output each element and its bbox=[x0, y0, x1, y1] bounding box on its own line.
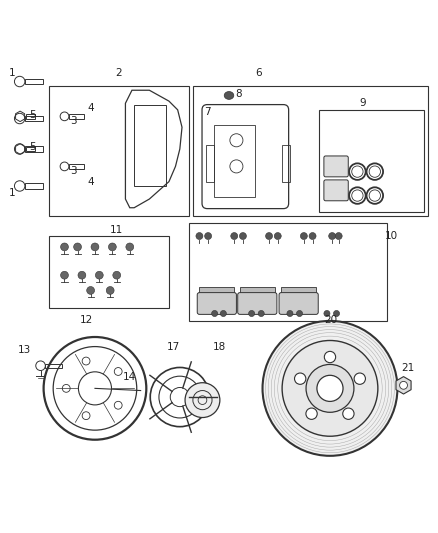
Text: 9: 9 bbox=[359, 98, 366, 108]
Bar bbox=[49, 236, 169, 308]
Circle shape bbox=[87, 287, 95, 294]
Bar bbox=[49, 86, 188, 216]
Circle shape bbox=[240, 232, 247, 239]
Bar bbox=[69, 164, 84, 168]
Text: 10: 10 bbox=[385, 231, 397, 241]
Circle shape bbox=[91, 243, 99, 251]
Circle shape bbox=[354, 373, 365, 384]
Bar bbox=[188, 223, 387, 321]
Text: 21: 21 bbox=[402, 363, 415, 373]
Circle shape bbox=[185, 383, 220, 417]
Circle shape bbox=[343, 408, 354, 419]
Circle shape bbox=[113, 271, 120, 279]
FancyBboxPatch shape bbox=[238, 293, 277, 314]
Ellipse shape bbox=[224, 92, 234, 99]
Circle shape bbox=[262, 321, 397, 456]
Bar bbox=[134, 106, 166, 186]
Text: 7: 7 bbox=[205, 107, 211, 117]
Circle shape bbox=[297, 310, 303, 317]
Circle shape bbox=[196, 232, 203, 239]
Circle shape bbox=[294, 373, 306, 384]
Text: 2: 2 bbox=[116, 68, 122, 78]
Bar bbox=[46, 364, 62, 368]
Circle shape bbox=[258, 310, 264, 317]
Circle shape bbox=[205, 232, 212, 239]
Circle shape bbox=[333, 310, 339, 317]
Text: 8: 8 bbox=[235, 88, 242, 99]
FancyBboxPatch shape bbox=[197, 293, 237, 314]
Text: 14: 14 bbox=[123, 372, 136, 382]
Circle shape bbox=[231, 232, 238, 239]
Circle shape bbox=[109, 243, 116, 251]
FancyBboxPatch shape bbox=[279, 293, 318, 314]
Bar bbox=[214, 125, 255, 197]
Circle shape bbox=[328, 232, 336, 239]
Text: 1: 1 bbox=[9, 188, 16, 198]
Circle shape bbox=[265, 232, 272, 239]
Text: 3: 3 bbox=[70, 116, 77, 126]
Bar bbox=[240, 287, 275, 297]
Bar bbox=[26, 147, 35, 151]
Text: 5: 5 bbox=[29, 110, 36, 120]
Bar bbox=[282, 144, 290, 182]
Text: 18: 18 bbox=[213, 342, 226, 352]
Text: 12: 12 bbox=[80, 315, 93, 325]
Circle shape bbox=[60, 271, 68, 279]
Text: 5: 5 bbox=[29, 142, 36, 152]
Circle shape bbox=[60, 243, 68, 251]
Bar bbox=[281, 287, 316, 297]
Circle shape bbox=[220, 310, 226, 317]
Bar bbox=[25, 79, 43, 84]
Circle shape bbox=[95, 271, 103, 279]
Bar bbox=[319, 110, 424, 212]
FancyBboxPatch shape bbox=[324, 180, 348, 201]
Circle shape bbox=[74, 243, 81, 251]
Text: 20: 20 bbox=[325, 314, 338, 325]
Bar bbox=[193, 86, 428, 216]
Circle shape bbox=[324, 351, 336, 362]
Circle shape bbox=[300, 232, 307, 239]
Circle shape bbox=[78, 271, 86, 279]
Circle shape bbox=[126, 243, 134, 251]
Bar bbox=[25, 147, 43, 151]
Bar bbox=[25, 183, 43, 189]
Circle shape bbox=[317, 375, 343, 401]
Text: 3: 3 bbox=[70, 166, 77, 176]
Circle shape bbox=[399, 382, 407, 389]
FancyBboxPatch shape bbox=[324, 156, 348, 177]
Circle shape bbox=[212, 310, 218, 317]
Bar bbox=[69, 114, 84, 118]
Circle shape bbox=[282, 341, 378, 436]
Text: 17: 17 bbox=[167, 342, 180, 352]
Polygon shape bbox=[396, 377, 411, 394]
Circle shape bbox=[309, 232, 316, 239]
Circle shape bbox=[249, 310, 254, 317]
Circle shape bbox=[274, 232, 281, 239]
Bar bbox=[199, 287, 234, 297]
Circle shape bbox=[324, 310, 330, 317]
Circle shape bbox=[335, 232, 342, 239]
Text: 6: 6 bbox=[255, 68, 261, 78]
Circle shape bbox=[287, 310, 293, 317]
Circle shape bbox=[106, 287, 114, 294]
Text: 13: 13 bbox=[18, 345, 31, 356]
Text: 11: 11 bbox=[110, 224, 124, 235]
Text: 4: 4 bbox=[87, 176, 94, 187]
Circle shape bbox=[306, 408, 317, 419]
Text: 4: 4 bbox=[87, 103, 94, 112]
Bar bbox=[25, 116, 43, 121]
Bar bbox=[26, 114, 35, 118]
Circle shape bbox=[306, 365, 354, 413]
Bar bbox=[206, 144, 214, 182]
Text: 1: 1 bbox=[9, 68, 16, 78]
